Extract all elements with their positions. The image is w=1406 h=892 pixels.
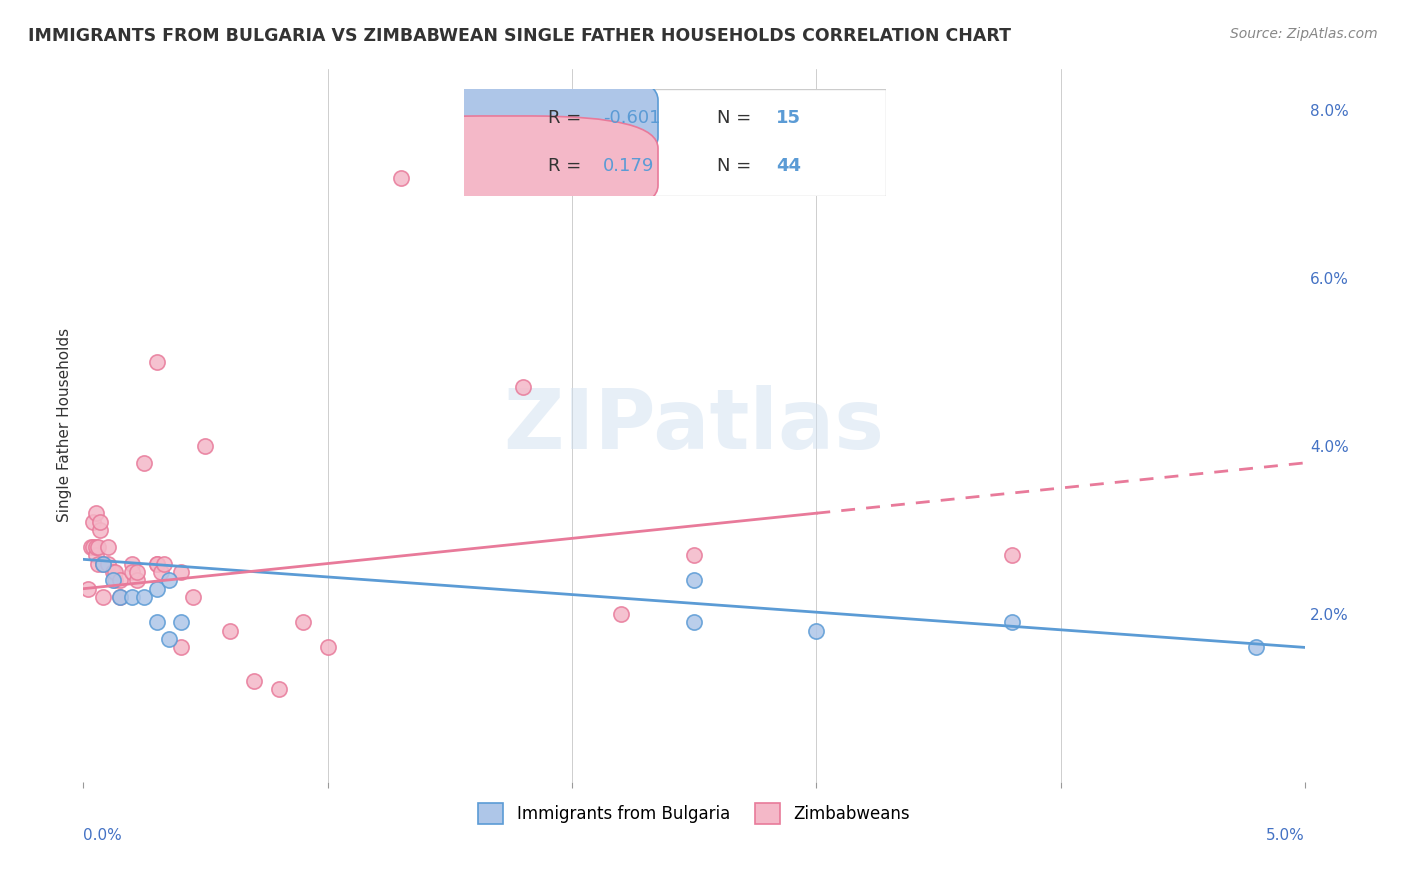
Text: 44: 44 (776, 157, 801, 175)
Point (150, 565, 173, 579)
Point (170, 640, 193, 655)
Point (683, 615, 706, 630)
Point (683, 548, 706, 562)
Point (84, 540, 107, 554)
Point (389, 170, 412, 185)
Point (91, 590, 114, 604)
Point (153, 557, 176, 571)
Point (157, 632, 180, 646)
Point (91, 557, 114, 571)
Text: ZIPatlas: ZIPatlas (503, 384, 884, 466)
Text: 5.0%: 5.0% (1267, 828, 1305, 843)
Point (87, 557, 110, 571)
Point (89, 515, 111, 529)
Point (89, 523, 111, 537)
Point (512, 380, 534, 394)
Point (121, 590, 143, 604)
Point (97, 557, 120, 571)
Y-axis label: Single Father Households: Single Father Households (58, 328, 72, 522)
Point (683, 574, 706, 588)
Text: N =: N = (717, 157, 756, 175)
Point (97, 540, 120, 554)
FancyBboxPatch shape (354, 68, 658, 169)
Point (806, 624, 828, 638)
Point (145, 557, 167, 571)
Point (104, 574, 127, 588)
Point (145, 557, 167, 571)
Point (316, 640, 339, 655)
Point (194, 439, 217, 453)
Point (170, 565, 193, 579)
Point (145, 582, 167, 596)
Point (104, 565, 127, 579)
Point (267, 682, 290, 697)
Point (1001, 615, 1024, 630)
Point (121, 557, 143, 571)
Point (181, 590, 204, 604)
Point (84, 506, 107, 520)
Point (101, 574, 124, 588)
Point (292, 615, 315, 630)
Point (108, 590, 131, 604)
Point (125, 565, 148, 579)
Legend: Immigrants from Bulgaria, Zimbabweans: Immigrants from Bulgaria, Zimbabweans (472, 797, 917, 830)
Text: N =: N = (717, 109, 756, 127)
Text: -0.601: -0.601 (603, 109, 661, 127)
Point (610, 607, 633, 621)
Point (108, 590, 131, 604)
Text: Source: ZipAtlas.com: Source: ZipAtlas.com (1230, 27, 1378, 41)
Text: IMMIGRANTS FROM BULGARIA VS ZIMBABWEAN SINGLE FATHER HOUSEHOLDS CORRELATION CHAR: IMMIGRANTS FROM BULGARIA VS ZIMBABWEAN S… (28, 27, 1011, 45)
Point (79, 540, 101, 554)
Text: 0.179: 0.179 (603, 157, 655, 175)
Point (84, 548, 107, 562)
FancyBboxPatch shape (464, 89, 886, 196)
Point (134, 590, 156, 604)
FancyBboxPatch shape (354, 116, 658, 218)
Point (145, 615, 167, 630)
Point (101, 565, 124, 579)
Point (91, 557, 114, 571)
Point (145, 355, 167, 369)
Text: R =: R = (548, 109, 588, 127)
Point (157, 574, 180, 588)
Point (82, 540, 104, 554)
Point (170, 615, 193, 630)
Point (243, 673, 266, 688)
Point (121, 565, 143, 579)
Point (108, 574, 131, 588)
Text: R =: R = (548, 157, 588, 175)
Point (1244, 640, 1267, 655)
Point (82, 515, 104, 529)
Text: 0.0%: 0.0% (83, 828, 122, 843)
Point (219, 624, 242, 638)
Point (125, 574, 148, 588)
Point (87, 540, 110, 554)
Text: 15: 15 (776, 109, 801, 127)
Point (77, 582, 100, 596)
Point (1001, 548, 1024, 562)
Point (134, 456, 156, 470)
